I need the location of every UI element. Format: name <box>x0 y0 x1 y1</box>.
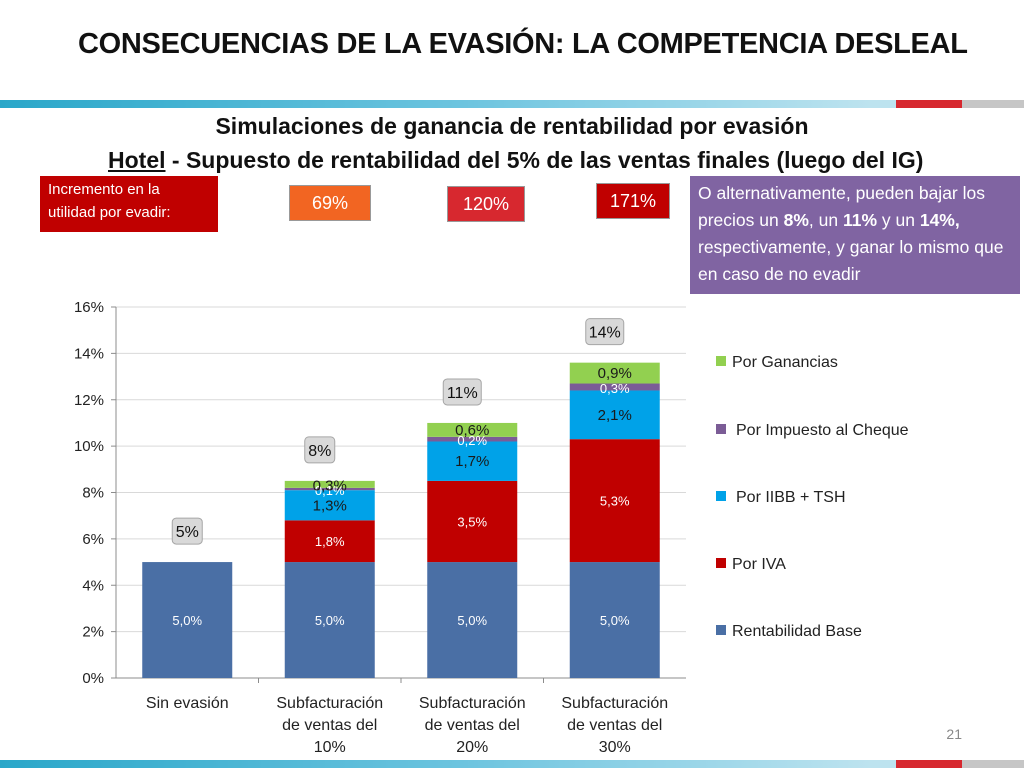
data-label: 2,1% <box>598 407 632 424</box>
legend-swatch <box>716 491 726 501</box>
legend-label: Por IVA <box>732 556 786 573</box>
legend-swatch <box>716 356 726 366</box>
data-label: 5,0% <box>457 613 487 628</box>
x-tick-label: Subfacturación <box>419 695 526 712</box>
bar-segment <box>427 422 518 437</box>
y-tick-label: 10% <box>74 438 104 455</box>
data-label: 0,1% <box>315 483 345 498</box>
total-badge <box>171 517 203 545</box>
alternative-note: O alternativamente, pueden bajar los pre… <box>690 176 1020 294</box>
total-label: 5% <box>176 524 199 541</box>
x-tick-label: de ventas del <box>425 717 520 734</box>
legend-label: Por Impuesto al Cheque <box>736 422 909 439</box>
y-tick-label: 16% <box>74 299 104 316</box>
data-label: 5,3% <box>600 494 630 509</box>
bar-segment <box>427 480 518 563</box>
total-badge <box>304 436 336 464</box>
increment-label-box: Incremento en la utilidad por evadir: <box>40 176 218 232</box>
y-tick-label: 14% <box>74 345 104 362</box>
x-tick-label: Subfacturación <box>276 695 383 712</box>
x-tick-label: 20% <box>456 739 488 756</box>
data-label: 3,5% <box>457 514 487 529</box>
bottom-accent-band <box>0 760 1024 768</box>
y-tick-label: 4% <box>82 577 104 594</box>
increment-20pct: 120% <box>447 186 525 222</box>
bar-segment <box>284 562 375 678</box>
bar-segment <box>427 436 518 442</box>
legend-label: Por Ganancias <box>732 354 838 371</box>
x-tick-label: de ventas del <box>567 717 662 734</box>
data-label: 0,6% <box>455 422 489 439</box>
bar-segment <box>427 562 518 678</box>
bar-segment <box>569 390 660 440</box>
x-tick-label: 10% <box>314 739 346 756</box>
data-label: 1,3% <box>313 497 347 514</box>
hotel-label: Hotel <box>108 147 166 173</box>
data-label: 1,7% <box>455 453 489 470</box>
bar-segment <box>569 439 660 563</box>
x-tick-label: de ventas del <box>282 717 377 734</box>
bar-segment <box>569 562 660 678</box>
data-label: 0,3% <box>313 477 347 494</box>
x-tick-label: Subfacturación <box>561 695 668 712</box>
top-accent-band <box>0 100 1024 108</box>
slide-title: CONSECUENCIAS DE LA EVASIÓN: LA COMPETEN… <box>78 28 968 60</box>
y-tick-label: 6% <box>82 531 104 548</box>
data-label: 0,2% <box>457 433 487 448</box>
bar-segment <box>284 490 375 521</box>
total-badge <box>585 318 625 346</box>
data-label: 1,8% <box>315 534 345 549</box>
data-label: 5,0% <box>172 613 202 628</box>
total-label: 8% <box>308 443 331 460</box>
page-number: 21 <box>946 726 962 742</box>
legend-label: Rentabilidad Base <box>732 623 862 640</box>
bar-segment <box>284 487 375 491</box>
legend-swatch <box>716 558 726 568</box>
x-tick-label: Sin evasión <box>146 695 229 712</box>
chart-subtitle: Simulaciones de ganancia de rentabilidad… <box>215 113 809 139</box>
data-label: 5,0% <box>600 613 630 628</box>
legend-label: Por IIBB + TSH <box>736 489 846 506</box>
y-tick-label: 2% <box>82 624 104 641</box>
increment-10pct: 69% <box>289 185 371 221</box>
bar-segment <box>142 562 233 678</box>
bar-segment <box>569 362 660 384</box>
legend-swatch <box>716 424 726 434</box>
y-tick-label: 0% <box>82 670 104 687</box>
x-tick-label: 30% <box>599 739 631 756</box>
data-label: 0,9% <box>598 365 632 382</box>
legend-swatch <box>716 625 726 635</box>
bar-segment <box>569 383 660 391</box>
total-badge <box>442 378 482 406</box>
total-label: 11% <box>447 385 478 402</box>
increment-30pct: 171% <box>596 183 670 219</box>
chart-assumption: Hotel - Supuesto de rentabilidad del 5% … <box>108 147 923 174</box>
bar-segment <box>427 441 518 481</box>
y-tick-label: 12% <box>74 392 104 409</box>
data-label: 0,3% <box>600 381 630 396</box>
assumption-text: - Supuesto de rentabilidad del 5% de las… <box>165 147 924 173</box>
y-tick-label: 8% <box>82 485 104 502</box>
bar-segment <box>284 520 375 563</box>
data-label: 5,0% <box>315 613 345 628</box>
total-label: 14% <box>589 325 621 342</box>
bar-segment <box>284 480 375 488</box>
